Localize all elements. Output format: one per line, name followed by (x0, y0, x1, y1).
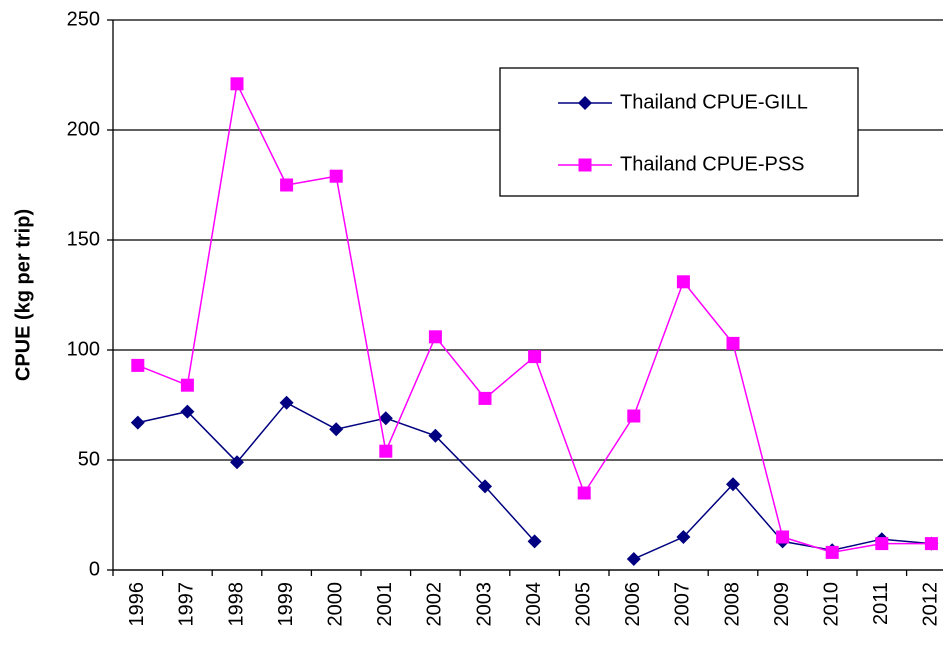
data-point (180, 404, 195, 419)
legend-box (499, 67, 859, 197)
x-tick-label: 1996 (126, 582, 148, 627)
data-point (528, 350, 542, 364)
data-point (428, 330, 442, 344)
data-point (478, 479, 492, 494)
data-point (626, 552, 641, 566)
legend-marker (578, 158, 592, 172)
x-tick-label: 2009 (771, 582, 793, 627)
data-point (329, 422, 344, 437)
x-tick-label: 2001 (374, 582, 396, 627)
data-point (378, 411, 393, 426)
data-point (776, 530, 790, 544)
y-axis-label: CPUE (kg per trip) (12, 209, 34, 381)
legend-label: Thailand CPUE-PSS (620, 153, 805, 175)
y-tick-label: 0 (89, 558, 100, 580)
x-tick-label: 2011 (870, 582, 892, 625)
data-point (527, 534, 542, 549)
data-point (478, 391, 492, 405)
x-tick-label: 1999 (275, 582, 297, 627)
y-tick-label: 250 (67, 8, 100, 30)
y-tick-label: 200 (67, 118, 100, 140)
data-point (131, 358, 145, 372)
data-point (279, 395, 294, 410)
data-point (280, 178, 294, 192)
data-point (825, 545, 839, 559)
legend-label: Thailand CPUE-GILL (620, 91, 808, 113)
x-tick-label: 1998 (225, 582, 247, 627)
y-tick-label: 150 (67, 228, 100, 250)
y-tick-label: 100 (67, 338, 100, 360)
data-point (329, 169, 343, 183)
data-point (676, 275, 690, 289)
x-tick-label: 2010 (820, 582, 842, 627)
data-point (676, 530, 691, 544)
x-tick-label: 2002 (424, 582, 446, 627)
x-tick-label: 2006 (622, 582, 644, 627)
x-tick-label: 2007 (672, 582, 694, 627)
y-tick-label: 50 (78, 448, 100, 470)
data-point (726, 477, 740, 492)
x-tick-label: 2008 (721, 582, 743, 627)
data-point (577, 486, 591, 500)
data-point (428, 428, 443, 443)
x-tick-label: 2012 (920, 582, 942, 627)
data-point (726, 336, 740, 350)
data-point (627, 409, 641, 423)
x-tick-label: 2004 (523, 582, 545, 627)
data-point (230, 455, 244, 470)
data-point (379, 444, 393, 458)
legend: Thailand CPUE-GILL Thailand CPUE-PSS (499, 67, 859, 197)
data-point (875, 537, 889, 551)
x-tick-label: 2005 (572, 582, 594, 627)
data-point (924, 537, 938, 551)
legend-marker (578, 96, 592, 110)
data-point (130, 415, 145, 430)
x-tick-label: 2003 (473, 582, 495, 627)
x-tick-label: 1997 (176, 582, 198, 627)
x-tick-label: 2000 (324, 582, 346, 627)
data-point (180, 378, 194, 392)
data-point (230, 77, 244, 91)
